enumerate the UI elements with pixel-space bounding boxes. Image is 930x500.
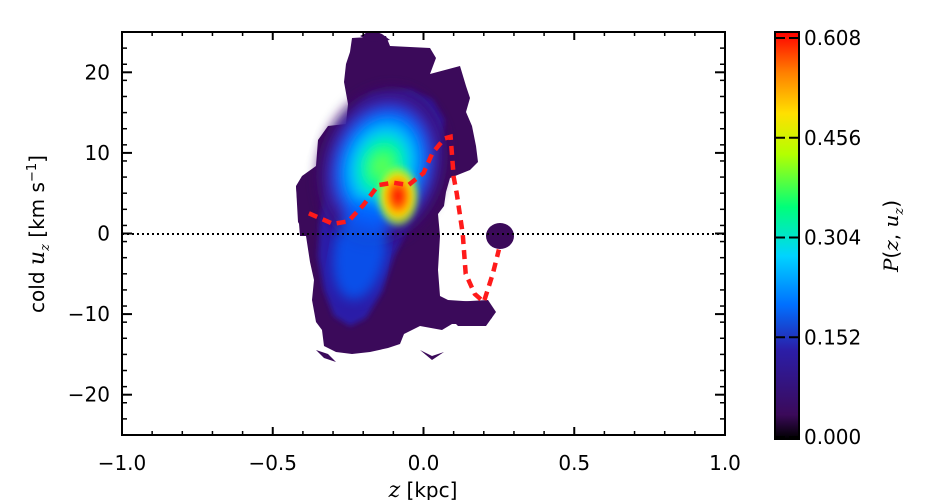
density-spike-bottom xyxy=(420,350,444,360)
plot-area xyxy=(122,32,725,362)
y-tick-label: 20 xyxy=(85,60,110,84)
colorbar-tick-label: 0.456 xyxy=(804,126,861,150)
y-tick-label: −10 xyxy=(68,302,110,326)
x-tick-label: 1.0 xyxy=(709,451,741,475)
mean-curve xyxy=(308,133,502,306)
colorbar-tick-label: 0.152 xyxy=(804,325,861,349)
density-heatmap xyxy=(296,32,514,362)
density-spur-left xyxy=(296,186,316,236)
colorbar-label: P(z, uz) xyxy=(879,200,907,273)
x-axis: −1.0 −0.5 0.0 0.5 1.0 xyxy=(98,32,741,475)
colorbar-ticks: 0.000 0.152 0.304 0.456 0.608 xyxy=(775,26,861,449)
density-spike-bottom-2 xyxy=(316,350,336,362)
y-tick-label: 10 xyxy=(85,141,110,165)
density-blob-lower-right xyxy=(448,300,496,326)
colorbar: 0.000 0.152 0.304 0.456 0.608 P(z, uz) xyxy=(774,26,907,449)
density-blob-small xyxy=(486,223,514,249)
density-spike-top xyxy=(360,32,390,42)
colorbar-gradient xyxy=(774,31,800,440)
x-tick-label: 0.5 xyxy=(558,451,590,475)
y-tick-label: −20 xyxy=(68,383,110,407)
y-tick-label: 0 xyxy=(97,222,110,246)
x-tick-label: −1.0 xyxy=(98,451,147,475)
colorbar-tick-label: 0.000 xyxy=(804,425,861,449)
y-axis-label: cold uz [km s−1] xyxy=(25,155,53,313)
colorbar-tick-label: 0.304 xyxy=(804,226,861,250)
x-tick-label: −0.5 xyxy=(248,451,297,475)
density-core xyxy=(376,164,420,228)
y-axis: −20 −10 0 10 20 xyxy=(68,31,725,436)
colorbar-tick-label: 0.608 xyxy=(804,26,861,50)
x-tick-label: 0.0 xyxy=(408,451,440,475)
x-axis-label: z [kpc] xyxy=(388,478,458,500)
density-main-tail xyxy=(332,200,388,300)
